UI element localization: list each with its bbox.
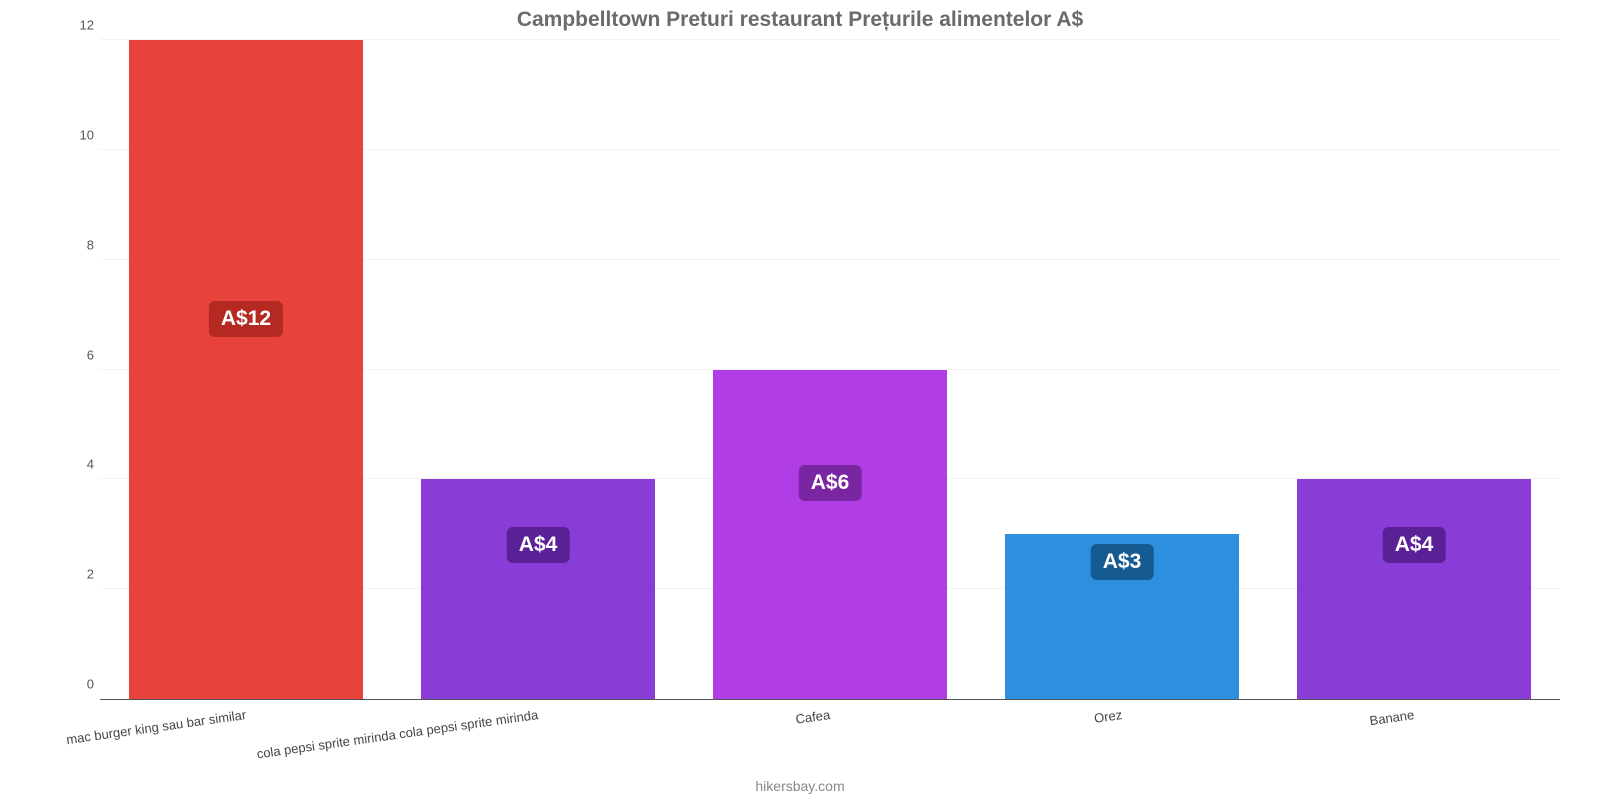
bar-slot: A$12 <box>100 40 392 699</box>
x-tick-label: cola pepsi sprite mirinda cola pepsi spr… <box>256 707 539 761</box>
bar-value-label: A$4 <box>1383 527 1446 563</box>
bar-value-label: A$4 <box>507 527 570 563</box>
chart-title: Campbelltown Preturi restaurant Prețuril… <box>0 0 1600 32</box>
x-tick-label: Cafea <box>795 707 831 727</box>
x-tick-label: Orez <box>1093 707 1123 726</box>
y-tick-label: 4 <box>60 457 94 472</box>
bar: A$6 <box>713 370 947 700</box>
chart-area: 024681012A$12mac burger king sau bar sim… <box>60 40 1560 730</box>
y-tick-label: 0 <box>60 677 94 692</box>
y-tick-label: 12 <box>60 18 94 33</box>
y-tick-label: 2 <box>60 567 94 582</box>
x-tick-label: mac burger king sau bar similar <box>65 707 247 747</box>
bar-value-label: A$3 <box>1091 544 1154 580</box>
bar: A$4 <box>421 479 655 699</box>
plot-area: 024681012A$12mac burger king sau bar sim… <box>100 40 1560 700</box>
x-tick-label: Banane <box>1369 707 1415 728</box>
bar-value-label: A$6 <box>799 465 862 501</box>
bar: A$12 <box>129 40 363 699</box>
y-tick-label: 6 <box>60 347 94 362</box>
y-tick-label: 10 <box>60 127 94 142</box>
bar-value-label: A$12 <box>209 301 283 337</box>
bar-slot: A$4 <box>392 40 684 699</box>
bar-slot: A$3 <box>976 40 1268 699</box>
y-tick-label: 8 <box>60 237 94 252</box>
bar-slot: A$4 <box>1268 40 1560 699</box>
bar-slot: A$6 <box>684 40 976 699</box>
bar: A$3 <box>1005 534 1239 699</box>
bar: A$4 <box>1297 479 1531 699</box>
attribution-text: hikersbay.com <box>0 778 1600 794</box>
